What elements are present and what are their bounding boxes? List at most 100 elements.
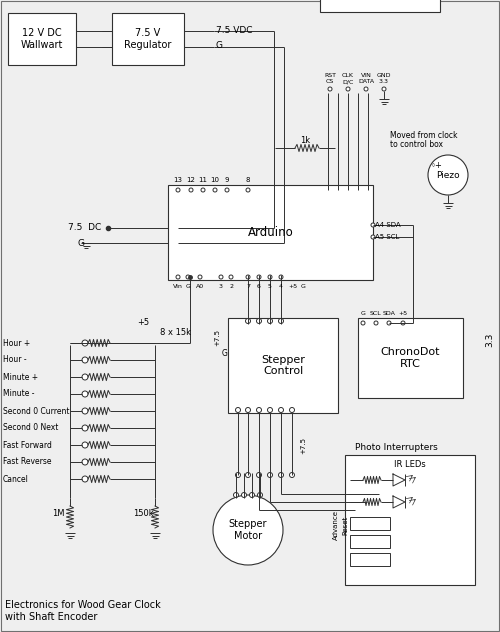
Circle shape bbox=[256, 408, 262, 413]
Circle shape bbox=[374, 321, 378, 325]
Circle shape bbox=[246, 188, 250, 192]
Circle shape bbox=[250, 492, 254, 497]
Text: Moved from clock: Moved from clock bbox=[390, 131, 458, 140]
Circle shape bbox=[268, 408, 272, 413]
Circle shape bbox=[346, 87, 350, 91]
Text: SDA: SDA bbox=[382, 311, 396, 316]
Circle shape bbox=[258, 492, 262, 497]
Text: G: G bbox=[216, 41, 223, 51]
Bar bbox=[350, 553, 390, 566]
Text: RST: RST bbox=[324, 73, 336, 78]
Bar bbox=[112, 13, 184, 65]
Text: 7.5 VDC: 7.5 VDC bbox=[216, 26, 252, 35]
Text: G: G bbox=[300, 284, 306, 289]
Text: Fast Forward: Fast Forward bbox=[3, 441, 52, 449]
Bar bbox=[228, 318, 338, 413]
Text: D/C: D/C bbox=[342, 79, 353, 84]
Text: 1k: 1k bbox=[300, 136, 310, 145]
Text: 8 x 15k: 8 x 15k bbox=[160, 328, 191, 337]
Text: 12: 12 bbox=[186, 177, 196, 183]
Circle shape bbox=[256, 319, 262, 324]
Circle shape bbox=[236, 408, 240, 413]
Text: Arduino: Arduino bbox=[248, 226, 294, 239]
Text: Reset: Reset bbox=[342, 515, 348, 535]
Text: 2: 2 bbox=[229, 284, 233, 289]
Text: ◦+: ◦+ bbox=[431, 161, 443, 169]
Text: 3: 3 bbox=[219, 284, 223, 289]
Bar bbox=[358, 318, 463, 398]
Text: CS: CS bbox=[326, 79, 334, 84]
Circle shape bbox=[246, 408, 250, 413]
Circle shape bbox=[176, 188, 180, 192]
Circle shape bbox=[382, 87, 386, 91]
Text: Hour +: Hour + bbox=[3, 339, 30, 348]
Circle shape bbox=[268, 473, 272, 478]
Circle shape bbox=[387, 321, 391, 325]
Circle shape bbox=[234, 492, 238, 497]
Text: GND: GND bbox=[377, 73, 391, 78]
Text: Stepper
Motor: Stepper Motor bbox=[229, 520, 267, 541]
Circle shape bbox=[201, 188, 205, 192]
Bar bbox=[350, 535, 390, 548]
Text: 7.5 V
Regulator: 7.5 V Regulator bbox=[124, 28, 172, 50]
Text: Second 0 Current: Second 0 Current bbox=[3, 406, 70, 415]
Text: Photo Interrupters: Photo Interrupters bbox=[355, 443, 438, 452]
Circle shape bbox=[236, 473, 240, 478]
Circle shape bbox=[371, 235, 375, 239]
Circle shape bbox=[268, 275, 272, 279]
Circle shape bbox=[364, 87, 368, 91]
Circle shape bbox=[246, 473, 250, 478]
Text: Piezo: Piezo bbox=[436, 171, 460, 179]
Circle shape bbox=[82, 357, 88, 363]
Circle shape bbox=[225, 188, 229, 192]
Text: 150k: 150k bbox=[133, 509, 154, 518]
Text: SCL: SCL bbox=[370, 311, 382, 316]
Text: 10: 10 bbox=[210, 177, 220, 183]
Text: G: G bbox=[186, 284, 190, 289]
Text: Stepper
Control: Stepper Control bbox=[261, 355, 305, 376]
Text: 4: 4 bbox=[279, 284, 283, 289]
Text: ChronoDot
RTC: ChronoDot RTC bbox=[381, 347, 440, 369]
Text: G: G bbox=[360, 311, 366, 316]
Text: to control box: to control box bbox=[390, 140, 443, 149]
Text: +7.5: +7.5 bbox=[300, 437, 306, 454]
Circle shape bbox=[268, 319, 272, 324]
Text: +5: +5 bbox=[288, 284, 298, 289]
Text: +7.5: +7.5 bbox=[214, 329, 220, 346]
Text: Minute +: Minute + bbox=[3, 372, 38, 382]
Circle shape bbox=[278, 408, 283, 413]
Text: 13: 13 bbox=[174, 177, 182, 183]
Text: Advance: Advance bbox=[333, 510, 339, 540]
Text: G: G bbox=[78, 238, 85, 248]
Circle shape bbox=[242, 492, 246, 497]
Circle shape bbox=[82, 425, 88, 431]
Text: CLK: CLK bbox=[342, 73, 354, 78]
Text: IR LEDs: IR LEDs bbox=[394, 460, 426, 469]
Text: 11: 11 bbox=[198, 177, 207, 183]
Text: 5: 5 bbox=[268, 284, 272, 289]
Text: 7.5  DC: 7.5 DC bbox=[68, 224, 101, 233]
Circle shape bbox=[176, 275, 180, 279]
Circle shape bbox=[82, 374, 88, 380]
Circle shape bbox=[371, 223, 375, 227]
Circle shape bbox=[256, 473, 262, 478]
Text: A4 SDA: A4 SDA bbox=[375, 222, 400, 228]
Text: 7: 7 bbox=[246, 284, 250, 289]
Circle shape bbox=[278, 319, 283, 324]
Bar bbox=[345, 455, 475, 585]
Circle shape bbox=[213, 495, 283, 565]
Circle shape bbox=[82, 340, 88, 346]
Circle shape bbox=[278, 473, 283, 478]
Circle shape bbox=[82, 459, 88, 465]
Circle shape bbox=[82, 391, 88, 397]
Text: 3.3: 3.3 bbox=[379, 79, 389, 84]
Text: Fast Reverse: Fast Reverse bbox=[3, 458, 51, 466]
Circle shape bbox=[361, 321, 365, 325]
Circle shape bbox=[186, 275, 190, 279]
Text: Hour -: Hour - bbox=[3, 355, 26, 365]
Bar bbox=[8, 13, 76, 65]
Circle shape bbox=[328, 87, 332, 91]
Text: 1M: 1M bbox=[52, 509, 64, 518]
Text: 8: 8 bbox=[246, 177, 250, 183]
Circle shape bbox=[198, 275, 202, 279]
